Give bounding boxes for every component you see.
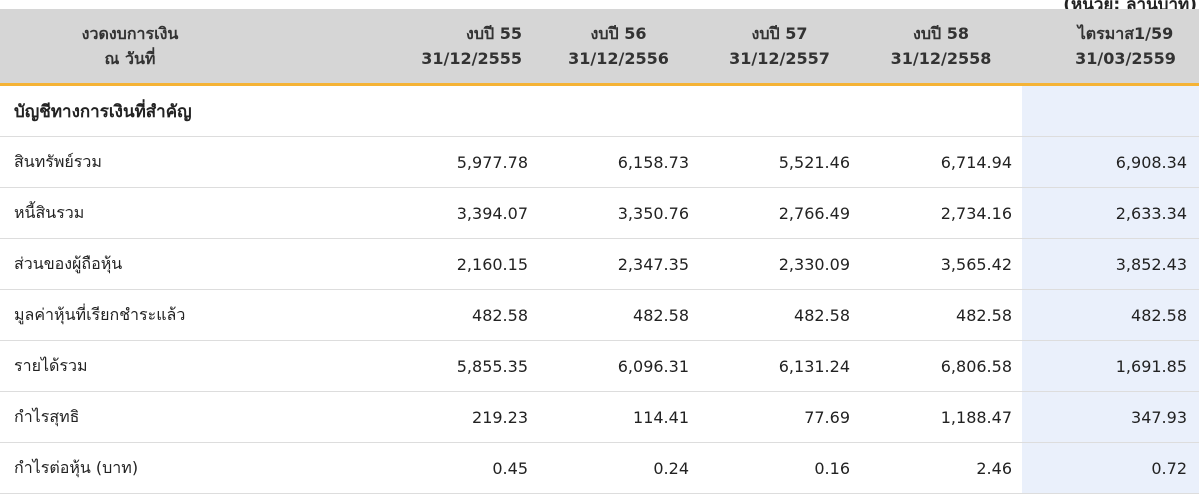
- period-3-title: งบปี 57: [751, 24, 808, 43]
- header-period-3: งบปี 57 31/12/2557: [699, 9, 860, 86]
- table-row: กำไรต่อหุ้น (บาท) 0.45 0.24 0.16 2.46 0.…: [0, 442, 1199, 494]
- table-row: กำไรสุทธิ 219.23 114.41 77.69 1,188.47 3…: [0, 391, 1199, 443]
- period-5-date: 31/03/2559: [1075, 49, 1176, 68]
- table-row: รายได้รวม 5,855.35 6,096.31 6,131.24 6,8…: [0, 340, 1199, 392]
- value-cell: 482.58: [860, 289, 1022, 341]
- value-cell: 77.69: [699, 391, 860, 443]
- value-cell: 2.46: [860, 442, 1022, 494]
- table-row: สินทรัพย์รวม 5,977.78 6,158.73 5,521.46 …: [0, 136, 1199, 188]
- value-cell: 482.58: [699, 289, 860, 341]
- value-cell: 0.24: [538, 442, 699, 494]
- value-cell: 482.58: [538, 289, 699, 341]
- section-quarter-cell: [1022, 84, 1199, 137]
- value-cell: 5,977.78: [220, 136, 538, 188]
- header-period-4: งบปี 58 31/12/2558: [860, 9, 1022, 86]
- period-1-date: 31/12/2555: [421, 49, 522, 68]
- value-cell: 2,330.09: [699, 238, 860, 290]
- value-cell: 3,350.76: [538, 187, 699, 239]
- period-3-date: 31/12/2557: [729, 49, 830, 68]
- table-row: หนี้สินรวม 3,394.07 3,350.76 2,766.49 2,…: [0, 187, 1199, 239]
- financial-table: งวดงบการเงิน ณ วันที่ งบปี 55 31/12/2555…: [0, 9, 1199, 494]
- value-cell: 2,766.49: [699, 187, 860, 239]
- value-cell: 0.16: [699, 442, 860, 494]
- value-cell: 3,394.07: [220, 187, 538, 239]
- row-label: สินทรัพย์รวม: [0, 136, 220, 188]
- value-cell: 6,806.58: [860, 340, 1022, 392]
- row-label: กำไรต่อหุ้น (บาท): [0, 442, 220, 494]
- value-cell: 2,160.15: [220, 238, 538, 290]
- value-cell: 2,734.16: [860, 187, 1022, 239]
- row-label: กำไรสุทธิ: [0, 391, 220, 443]
- value-cell: 2,347.35: [538, 238, 699, 290]
- value-cell: 3,565.42: [860, 238, 1022, 290]
- quarter-value-cell: 6,908.34: [1022, 136, 1199, 188]
- table-row: มูลค่าหุ้นที่เรียกชำระแล้ว 482.58 482.58…: [0, 289, 1199, 341]
- quarter-value-cell: 1,691.85: [1022, 340, 1199, 392]
- row-label: หนี้สินรวม: [0, 187, 220, 239]
- header-period-5: ไตรมาส1/59 31/03/2559: [1022, 9, 1199, 86]
- period-1-title: งบปี 55: [466, 24, 522, 43]
- value-cell: 6,131.24: [699, 340, 860, 392]
- header-label-line1: งวดงบการเงิน: [81, 24, 179, 43]
- table-row: ส่วนของผู้ถือหุ้น 2,160.15 2,347.35 2,33…: [0, 238, 1199, 290]
- header-period-1: งบปี 55 31/12/2555: [220, 9, 538, 86]
- value-cell: 6,158.73: [538, 136, 699, 188]
- period-4-date: 31/12/2558: [890, 49, 992, 68]
- row-label: ส่วนของผู้ถือหุ้น: [0, 238, 220, 290]
- value-cell: 114.41: [538, 391, 699, 443]
- value-cell: 482.58: [220, 289, 538, 341]
- value-cell: 6,714.94: [860, 136, 1022, 188]
- quarter-value-cell: 2,633.34: [1022, 187, 1199, 239]
- header-row: งวดงบการเงิน ณ วันที่ งบปี 55 31/12/2555…: [0, 9, 1199, 86]
- period-2-title: งบปี 56: [590, 24, 647, 43]
- header-period-2: งบปี 56 31/12/2556: [538, 9, 699, 86]
- section-row: บัญชีทางการเงินที่สำคัญ: [0, 84, 1199, 137]
- period-5-title: ไตรมาส1/59: [1077, 24, 1174, 43]
- quarter-value-cell: 347.93: [1022, 391, 1199, 443]
- row-label: รายได้รวม: [0, 340, 220, 392]
- header-label-line2: ณ วันที่: [104, 49, 156, 68]
- header-label-cell: งวดงบการเงิน ณ วันที่: [0, 9, 220, 86]
- value-cell: 0.45: [220, 442, 538, 494]
- row-label: มูลค่าหุ้นที่เรียกชำระแล้ว: [0, 289, 220, 341]
- period-4-title: งบปี 58: [913, 24, 969, 43]
- quarter-value-cell: 482.58: [1022, 289, 1199, 341]
- period-2-date: 31/12/2556: [568, 49, 669, 68]
- value-cell: 5,855.35: [220, 340, 538, 392]
- value-cell: 219.23: [220, 391, 538, 443]
- value-cell: 5,521.46: [699, 136, 860, 188]
- quarter-value-cell: 0.72: [1022, 442, 1199, 494]
- quarter-value-cell: 3,852.43: [1022, 238, 1199, 290]
- section-title: บัญชีทางการเงินที่สำคัญ: [0, 84, 1022, 137]
- value-cell: 1,188.47: [860, 391, 1022, 443]
- value-cell: 6,096.31: [538, 340, 699, 392]
